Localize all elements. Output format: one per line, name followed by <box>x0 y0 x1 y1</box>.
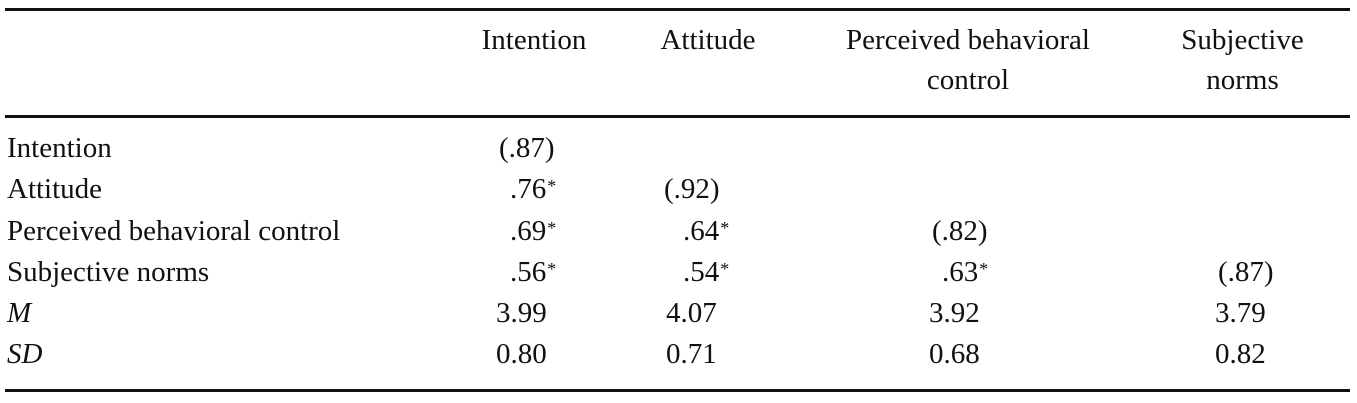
cell-value: 0.68 <box>929 338 980 370</box>
row-label-sd: SD <box>7 338 43 370</box>
header-attitude-line1: Attitude <box>660 24 756 56</box>
cell-attitude-intention: .76* <box>510 169 556 209</box>
cell-sd-attitude: 0.71 <box>666 334 717 374</box>
table-top-rule <box>5 8 1350 11</box>
table-bottom-rule <box>5 389 1350 392</box>
cell-value: 0.82 <box>1215 338 1266 370</box>
header-intention: Intention <box>474 20 594 60</box>
cell-sn-sn: (.87) <box>1218 252 1274 292</box>
cell-value: 0.80 <box>496 338 547 370</box>
cell-value: .56 <box>510 256 547 288</box>
row-label-intention: Intention <box>7 132 112 164</box>
row-label-perceived-behavioral-control: Perceived behavioral control <box>7 215 341 247</box>
cell-sn-intention: .56* <box>510 252 556 292</box>
header-pbc-line1: Perceived behavioral <box>846 24 1090 56</box>
cell-sn-attitude: .54* <box>683 252 729 292</box>
significance-marker: * <box>547 259 557 279</box>
table-header-rule <box>5 115 1350 118</box>
cell-sd-sn: 0.82 <box>1215 334 1266 374</box>
cell-pbc-attitude: .64* <box>683 211 729 251</box>
significance-marker: * <box>547 176 557 196</box>
row-label-mean: M <box>7 297 32 329</box>
cell-value: 3.99 <box>496 297 547 329</box>
cell-pbc-pbc: (.82) <box>932 211 988 251</box>
row-label-attitude: Attitude <box>7 173 103 205</box>
cell-value: .63 <box>942 256 979 288</box>
cell-pbc-intention: .69* <box>510 211 556 251</box>
cell-value: (.87) <box>1218 256 1274 288</box>
row-label-subjective-norms: Subjective norms <box>7 256 210 288</box>
cell-mean-attitude: 4.07 <box>666 293 717 333</box>
cell-value: .76 <box>510 173 547 205</box>
cell-value: (.87) <box>499 132 555 164</box>
cell-mean-pbc: 3.92 <box>929 293 980 333</box>
header-subjective-norms: Subjective norms <box>1160 20 1325 100</box>
header-perceived-behavioral-control: Perceived behavioral control <box>818 20 1118 100</box>
cell-value: 3.92 <box>929 297 980 329</box>
cell-mean-intention: 3.99 <box>496 293 547 333</box>
cell-attitude-attitude: (.92) <box>664 169 720 209</box>
cell-sd-intention: 0.80 <box>496 334 547 374</box>
cell-value: .69 <box>510 215 547 247</box>
significance-marker: * <box>979 259 989 279</box>
header-intention-line1: Intention <box>481 24 587 56</box>
header-sn-line2: norms <box>1206 64 1279 96</box>
cell-value: (.82) <box>932 215 988 247</box>
cell-value: 4.07 <box>666 297 717 329</box>
cell-mean-sn: 3.79 <box>1215 293 1266 333</box>
header-pbc-line2: control <box>926 64 1010 96</box>
cell-value: 3.79 <box>1215 297 1266 329</box>
cell-value: .54 <box>683 256 720 288</box>
cell-intention-intention: (.87) <box>499 128 555 168</box>
cell-value: (.92) <box>664 173 720 205</box>
cell-value: .64 <box>683 215 720 247</box>
cell-sd-pbc: 0.68 <box>929 334 980 374</box>
significance-marker: * <box>547 218 557 238</box>
header-sn-line1: Subjective <box>1181 24 1304 56</box>
cell-value: 0.71 <box>666 338 717 370</box>
significance-marker: * <box>720 259 730 279</box>
header-attitude: Attitude <box>648 20 768 60</box>
cell-sn-pbc: .63* <box>942 252 988 292</box>
significance-marker: * <box>720 218 730 238</box>
